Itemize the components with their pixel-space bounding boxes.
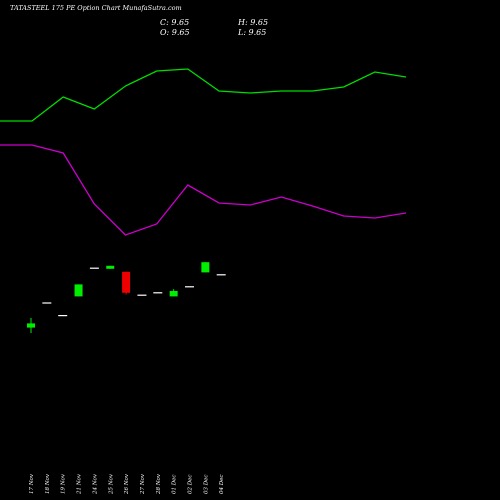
lower-indicator-line (0, 144, 407, 236)
x-tick-label-11: 03 Dec (203, 475, 209, 495)
x-tick-label-3: 21 Nov (77, 473, 83, 495)
x-tick-label-2: 19 Nov (61, 473, 67, 494)
candle-body-0 (27, 323, 35, 328)
candle-body-12 (216, 274, 226, 276)
open-readout: O: 9.65 (160, 28, 190, 37)
x-tick-label-1: 18 Nov (45, 473, 51, 494)
x-tick-label-12: 04 Dec (219, 475, 225, 495)
x-tick-label-5: 25 Nov (108, 473, 114, 495)
candle-body-1 (42, 302, 52, 304)
low-readout: L: 9.65 (238, 28, 267, 37)
x-tick-label-6: 26 Nov (124, 473, 130, 495)
candle-body-8 (153, 292, 163, 294)
x-tick-label-4: 24 Nov (92, 473, 98, 495)
candle-body-9 (169, 291, 178, 297)
candle-body-2 (58, 315, 68, 317)
candle-body-3 (74, 284, 83, 297)
close-readout: C: 9.65 (160, 18, 190, 27)
x-tick-label-9: 01 Dec (172, 475, 178, 495)
x-tick-label-10: 02 Dec (188, 475, 194, 495)
x-tick-label-7: 27 Nov (140, 473, 146, 495)
candle-body-11 (201, 262, 210, 273)
candle-body-7 (137, 294, 147, 296)
candle-body-10 (185, 286, 194, 288)
x-tick-label-0: 17 Nov (29, 473, 35, 494)
high-readout: H: 9.65 (238, 18, 269, 27)
x-tick-label-8: 28 Nov (156, 473, 162, 495)
candle-body-6 (122, 271, 131, 293)
upper-indicator-line (0, 68, 407, 122)
chart-title: TATASTEEL 175 PE Option Chart MunafaSutr… (10, 4, 182, 12)
candle-body-4 (89, 267, 99, 269)
candle-body-5 (106, 265, 115, 269)
